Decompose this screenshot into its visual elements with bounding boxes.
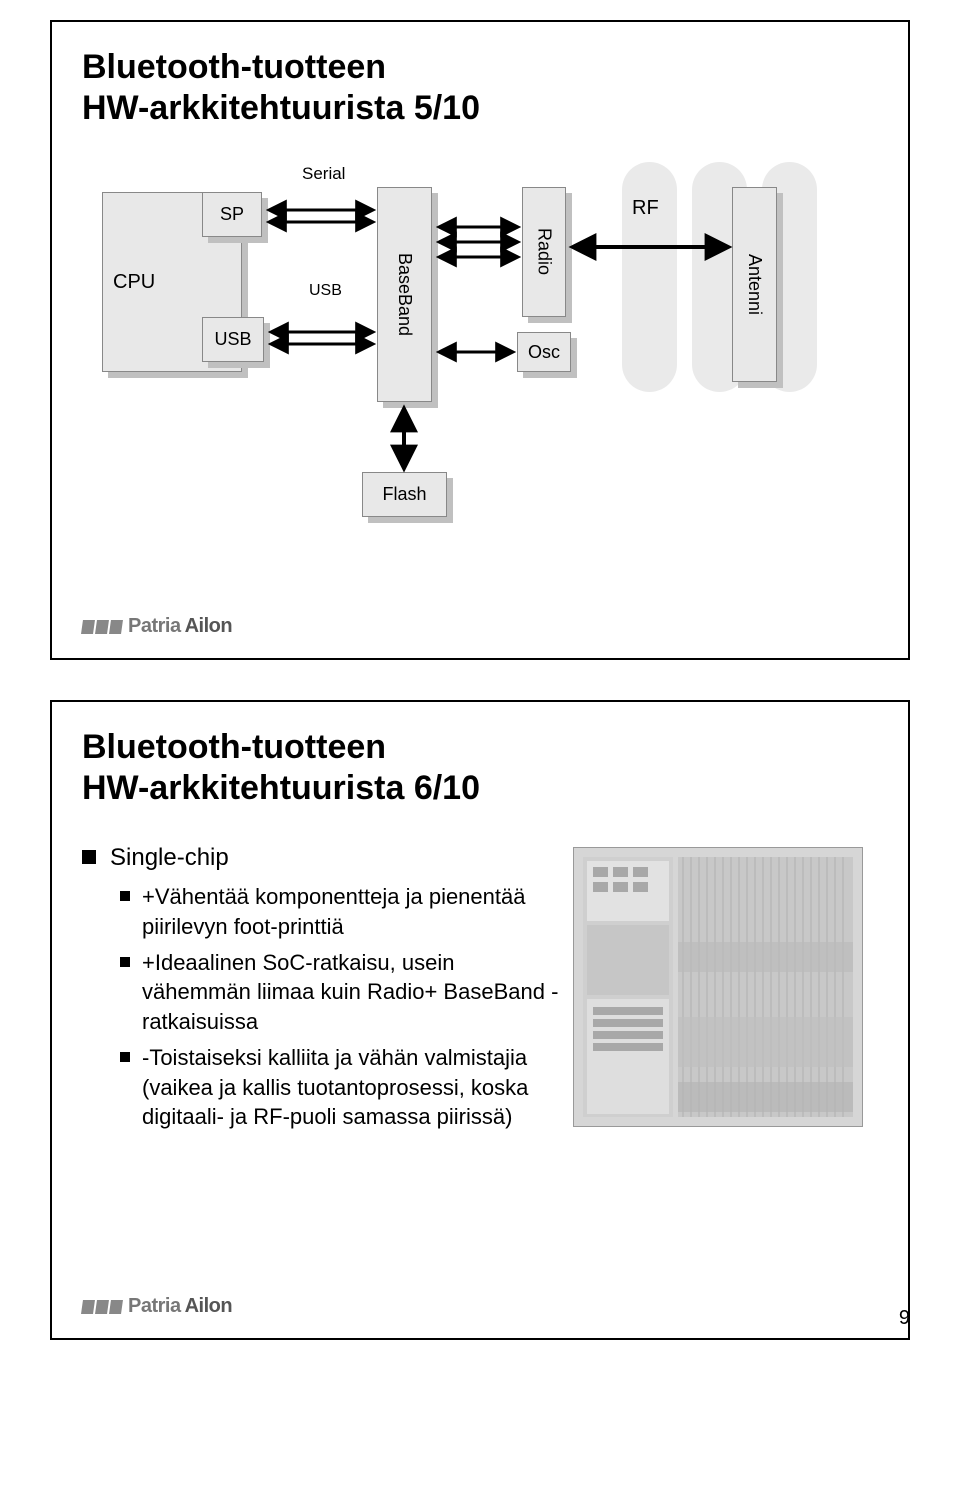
usb-block: USB: [202, 317, 264, 362]
bullet-l2-text-1: +Ideaalinen SoC-ratkaisu, usein vähemmän…: [142, 948, 562, 1037]
serial-label: Serial: [302, 164, 345, 184]
page-number: 9: [899, 1307, 910, 1330]
baseband-label: BaseBand: [377, 187, 432, 402]
title2-line-2: HW-arkkitehtuurista 6/10: [82, 769, 480, 807]
flash-block: Flash: [362, 472, 447, 517]
antenna-block: Antenni: [732, 187, 777, 382]
flash-label: Flash: [362, 472, 447, 517]
logo2-text-2: Ailon: [185, 1295, 233, 1317]
logo: PatriaAilon: [82, 615, 232, 638]
bullet-l2-text-2: -Toistaiseksi kalliita ja vähän valmista…: [142, 1043, 562, 1132]
slide-title: Bluetooth-tuotteen HW-arkkitehtuurista 5…: [82, 47, 480, 129]
osc-label: Osc: [517, 332, 571, 372]
architecture-diagram: CPU SP USB Serial USB BaseBand Radio: [102, 172, 862, 552]
antenna-label: Antenni: [732, 187, 777, 382]
square-bullet-small-icon: [120, 957, 130, 967]
slide-title-2: Bluetooth-tuotteen HW-arkkitehtuurista 6…: [82, 727, 480, 809]
logo-icon: [82, 1300, 122, 1314]
slide-1: Bluetooth-tuotteen HW-arkkitehtuurista 5…: [50, 20, 910, 660]
bullet-l1: Single-chip: [82, 842, 562, 874]
osc-block: Osc: [517, 332, 571, 372]
logo2-text-1: Patria: [128, 1295, 181, 1317]
logo-icon: [82, 620, 122, 634]
logo-2: PatriaAilon: [82, 1295, 232, 1318]
radio-label: Radio: [522, 187, 566, 317]
radio-block: Radio: [522, 187, 566, 317]
sp-block: SP: [202, 192, 262, 237]
square-bullet-small-icon: [120, 891, 130, 901]
title-line-1: Bluetooth-tuotteen: [82, 48, 386, 86]
logo-text-2: Ailon: [185, 615, 233, 637]
bullet-l2-text-0: +Vähentää komponentteja ja pienentää pii…: [142, 882, 562, 941]
sp-label: SP: [202, 192, 262, 237]
title-line-2: HW-arkkitehtuurista 5/10: [82, 89, 480, 127]
rf-label: RF: [632, 197, 659, 220]
chip-die-image: [573, 847, 863, 1127]
square-bullet-small-icon: [120, 1052, 130, 1062]
title2-line-1: Bluetooth-tuotteen: [82, 728, 386, 766]
bullet-l1-text: Single-chip: [110, 842, 229, 874]
baseband-block: BaseBand: [377, 187, 432, 402]
content-list: Single-chip +Vähentää komponentteja ja p…: [82, 842, 562, 1138]
logo-text-1: Patria: [128, 615, 181, 637]
cpu-label: CPU: [113, 271, 155, 294]
usb-label: USB: [202, 317, 264, 362]
slide-2: Bluetooth-tuotteen HW-arkkitehtuurista 6…: [50, 700, 910, 1340]
bullet-l2-1: +Ideaalinen SoC-ratkaisu, usein vähemmän…: [120, 948, 562, 1037]
square-bullet-icon: [82, 850, 96, 864]
bullet-l2-0: +Vähentää komponentteja ja pienentää pii…: [120, 882, 562, 941]
usb-small-label: USB: [309, 282, 342, 300]
bullet-l2-2: -Toistaiseksi kalliita ja vähän valmista…: [120, 1043, 562, 1132]
